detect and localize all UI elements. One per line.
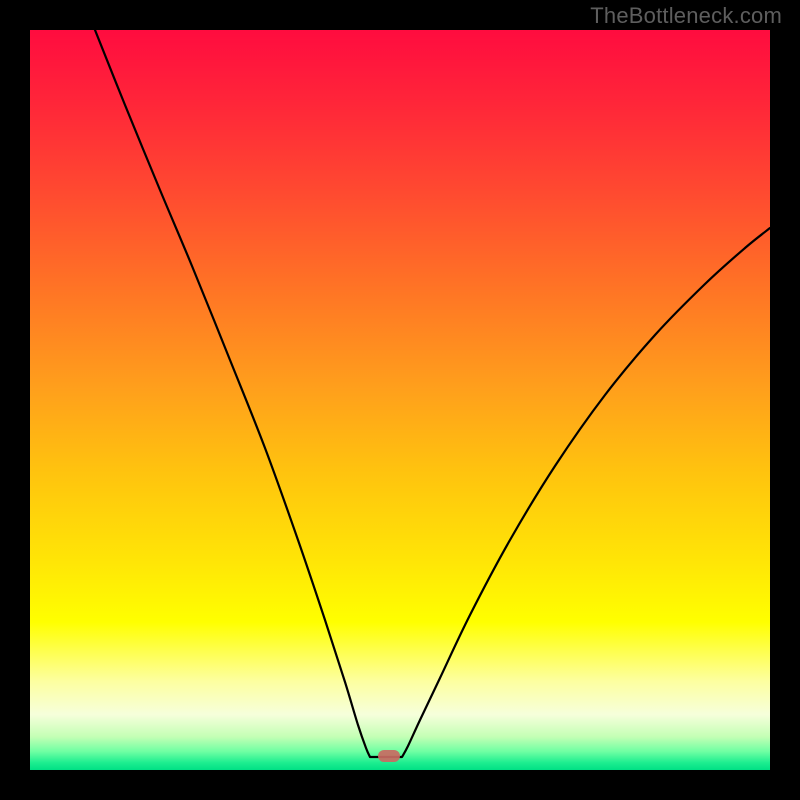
optimum-marker [378,750,400,762]
watermark-label: TheBottleneck.com [590,3,782,29]
plot-area [30,30,770,770]
plot-svg [30,30,770,770]
gradient-background [30,30,770,770]
